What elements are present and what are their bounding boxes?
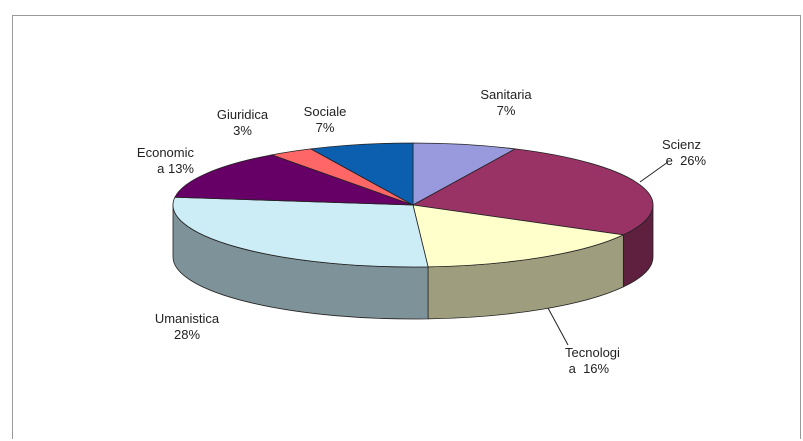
pie-tops bbox=[172, 142, 654, 268]
data-label-tecnologi-a: Tecnologi a 16% bbox=[565, 345, 620, 376]
pie-slice-tecnologi-a bbox=[412, 204, 625, 268]
data-label-sanitaria: Sanitaria 7% bbox=[480, 87, 532, 118]
data-label-umanistica: Umanistica 28% bbox=[154, 311, 220, 342]
leader-lines bbox=[547, 161, 669, 346]
data-label-giuridica: Giuridica 3% bbox=[216, 107, 269, 138]
pie-slice-economic-a bbox=[174, 154, 414, 206]
pie-slice-umanistica bbox=[172, 196, 429, 268]
data-label-economic-a: Economic a 13% bbox=[136, 145, 194, 176]
data-label-scienz-e: Scienz e 26% bbox=[662, 137, 707, 168]
pie-sides bbox=[172, 204, 654, 320]
leader-line-tecnologia bbox=[547, 307, 569, 346]
data-label-sociale: Sociale 7% bbox=[303, 104, 347, 135]
pie-slice-sociale bbox=[309, 142, 414, 206]
leader-line-scienze bbox=[639, 161, 669, 183]
pie-slice-sanitaria bbox=[412, 142, 517, 206]
